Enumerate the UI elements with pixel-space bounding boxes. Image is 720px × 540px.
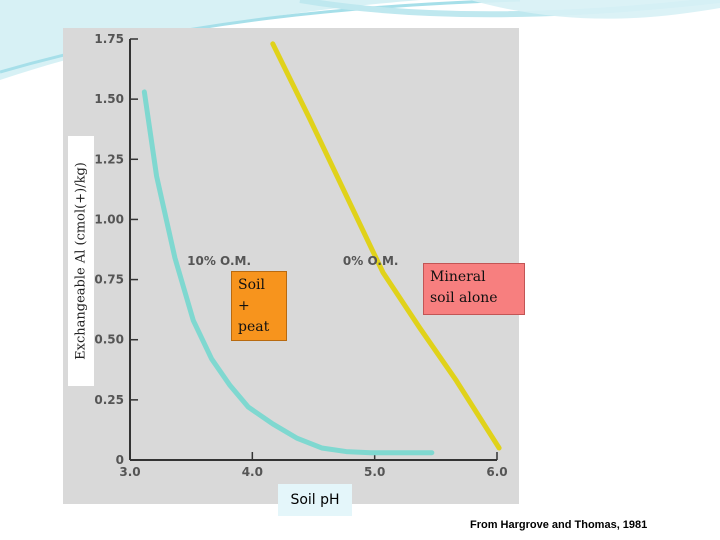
y-tick-label: 0.75 [94, 273, 124, 287]
curve-label: 0% O.M. [343, 254, 399, 268]
x-tick-label: 5.0 [364, 465, 385, 479]
callout-line: peat [238, 319, 270, 335]
x-tick-label: 3.0 [119, 465, 140, 479]
series-line [141, 89, 435, 456]
callout-line: Soil [238, 277, 265, 293]
y-tick-label: 0.50 [94, 333, 124, 347]
mineral-soil-callout: Mineral soil alone [423, 263, 525, 315]
chart-svg: 0 0.25 0.50 0.75 1.00 1.25 1.50 1.75 3.0 4.0 5.0 6.… [94, 32, 507, 479]
callout-line: Mineral [430, 269, 486, 285]
curve-labels: 10% O.M. 0% O.M. [187, 254, 398, 268]
x-tick-label: 4.0 [242, 465, 263, 479]
y-tick-label: 1.50 [94, 92, 124, 106]
chart-axes [129, 39, 497, 461]
x-axis-label: Soil pH [278, 484, 352, 516]
y-tick-label: 1.00 [94, 212, 124, 226]
axis-ticks: 0 0.25 0.50 0.75 1.00 1.25 1.50 1.75 3.0 4.0 5.0 6.… [94, 32, 507, 479]
curve-label: 10% O.M. [187, 254, 251, 268]
y-tick-label: 0.25 [94, 393, 124, 407]
y-axis-label-background [68, 136, 94, 386]
y-tick-label: 1.75 [94, 32, 124, 46]
callout-line: + [238, 298, 250, 314]
y-tick-label: 1.25 [94, 152, 124, 166]
source-citation: From Hargrove and Thomas, 1981 [470, 519, 648, 531]
soil-peat-callout: Soil + peat [231, 271, 287, 341]
series-line [270, 41, 502, 451]
x-tick-label: 6.0 [486, 465, 507, 479]
y-axis-label: Exchangeable Al (cmol(+)/kg) [73, 162, 89, 360]
y-tick-label: 0 [116, 453, 124, 467]
callout-line: soil alone [430, 290, 498, 306]
series-lines [141, 41, 502, 456]
